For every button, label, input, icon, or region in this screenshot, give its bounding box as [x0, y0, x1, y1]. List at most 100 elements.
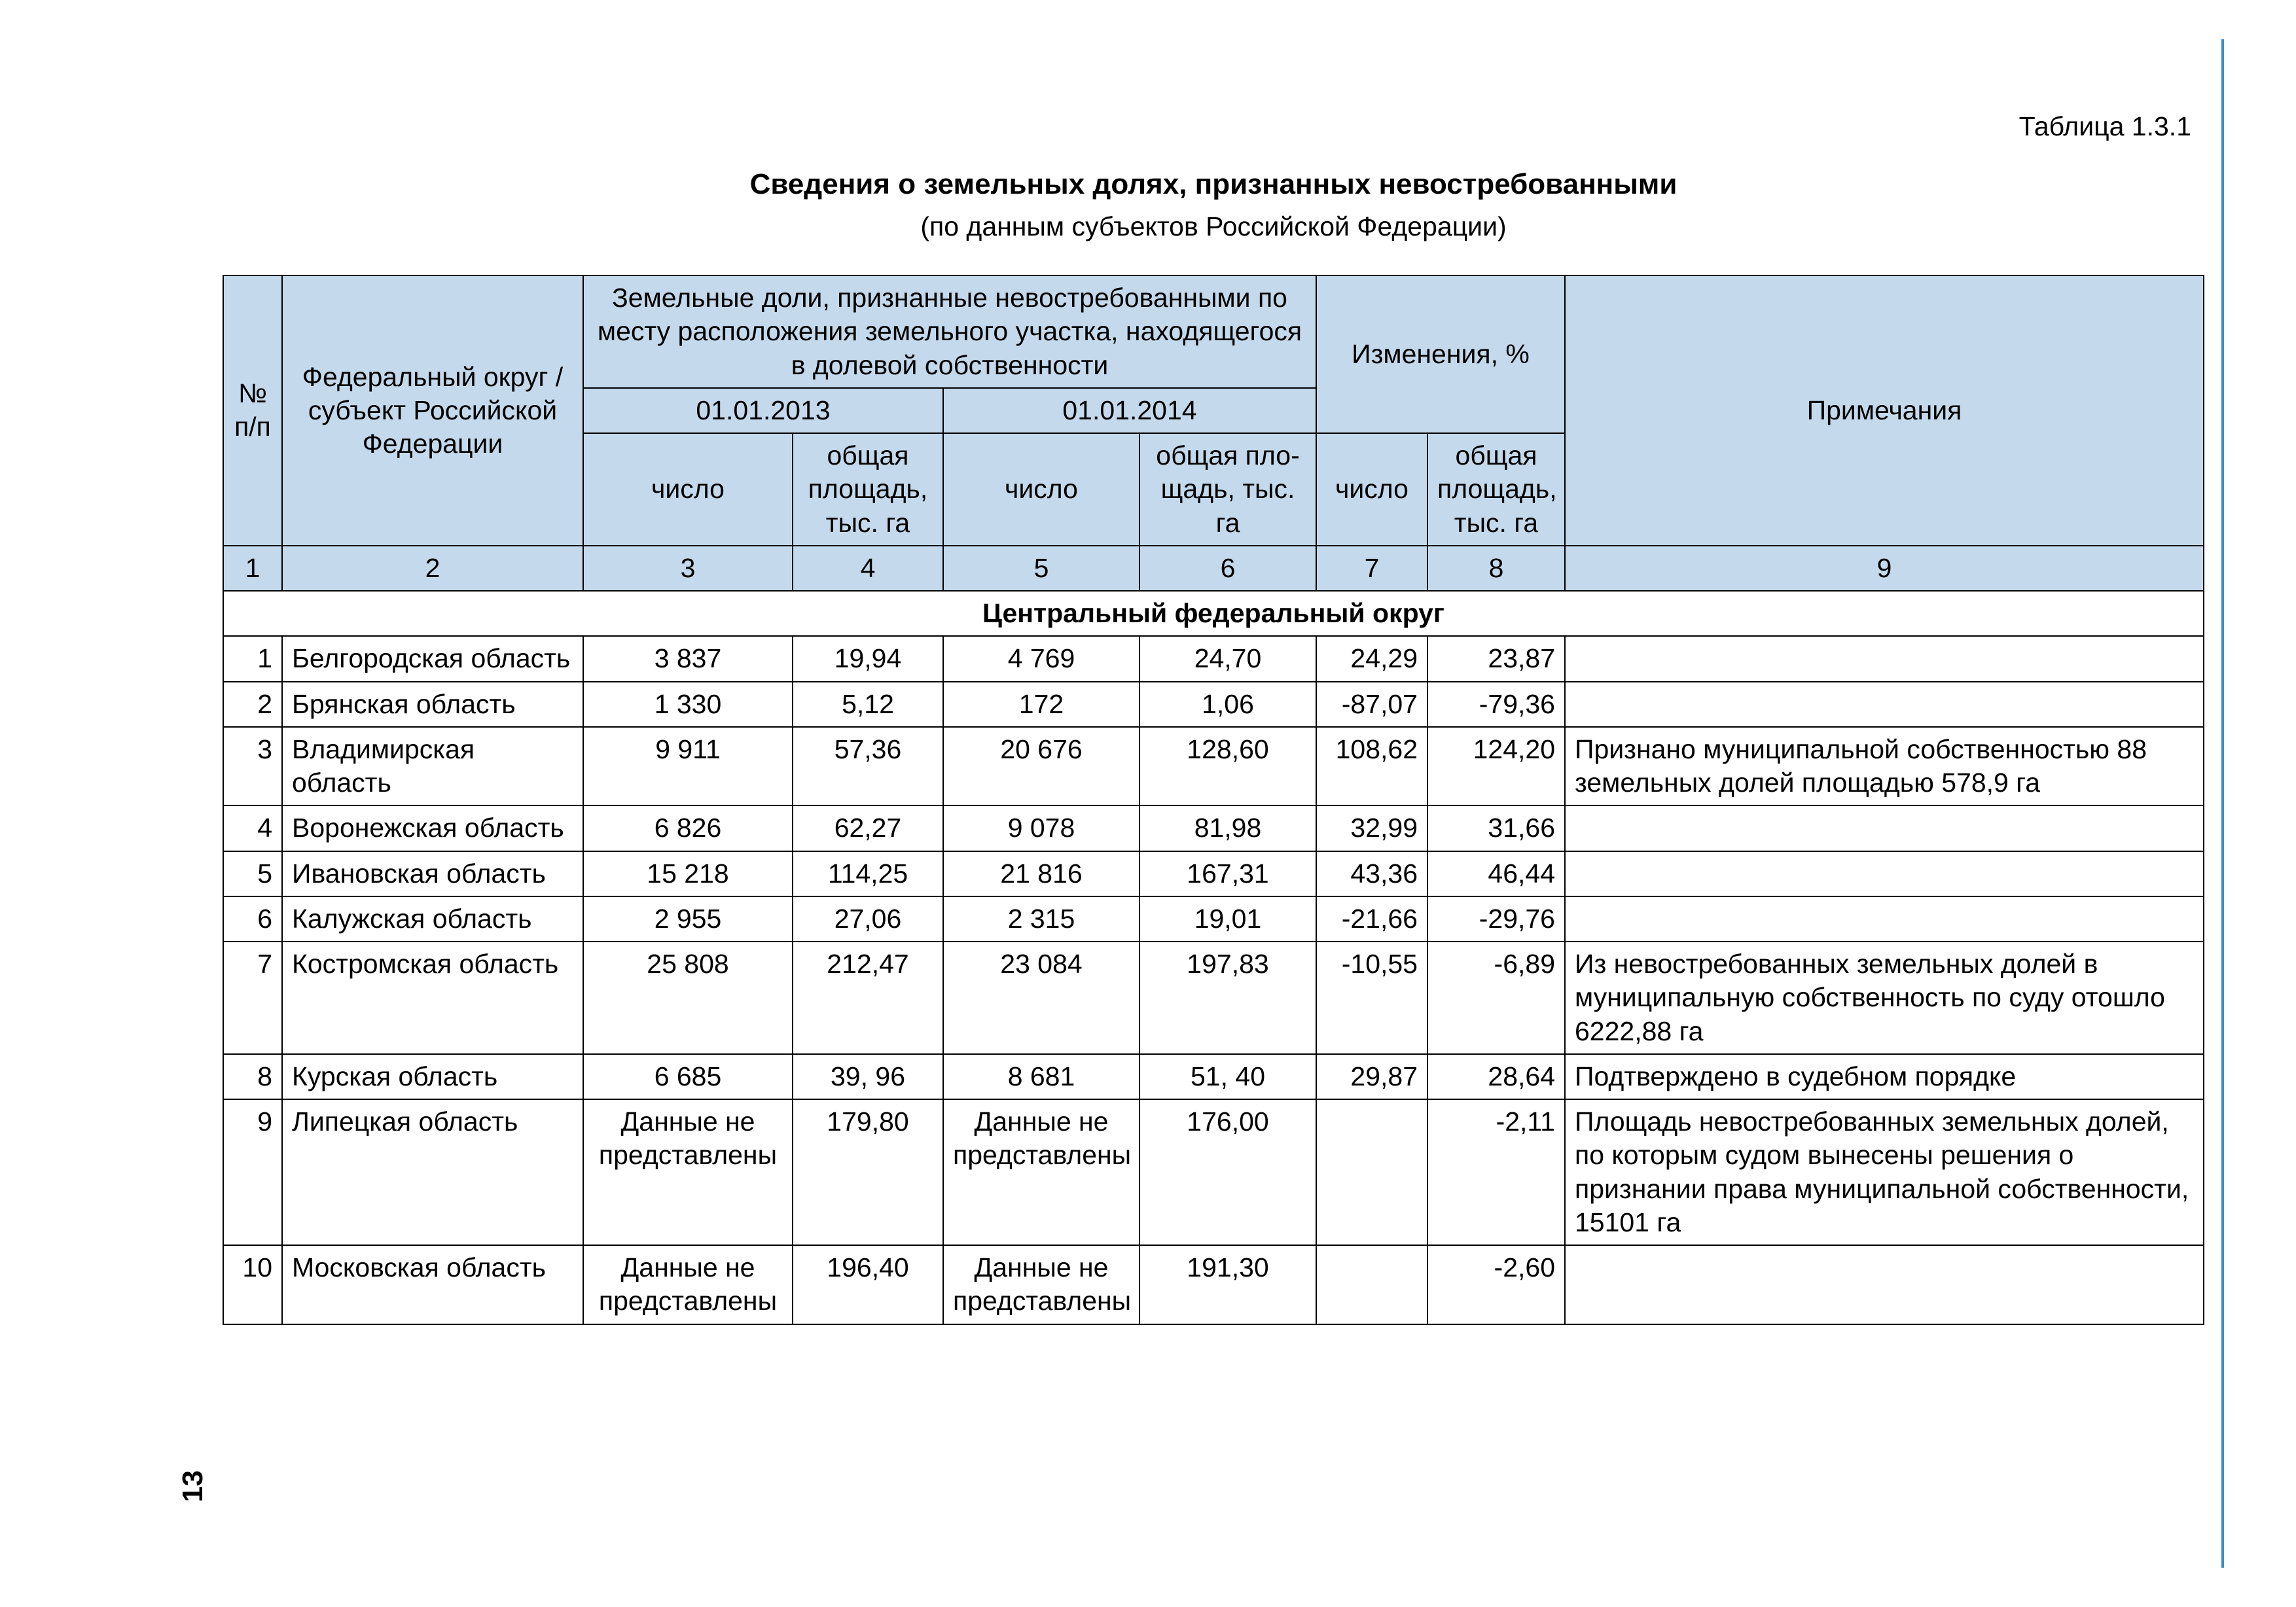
cell-note: Площадь невостребованных земельных долей… — [1565, 1099, 2204, 1245]
cell-2013-count: 2 955 — [583, 896, 793, 942]
cell-note — [1565, 1245, 2204, 1324]
table-row: 10Московская областьДанные не представле… — [223, 1245, 2204, 1324]
cell-2013-area: 5,12 — [793, 682, 943, 727]
cell-chg-count: -87,07 — [1316, 682, 1427, 727]
hdr-notes: Примечания — [1565, 275, 2204, 546]
cell-region: Московская область — [282, 1245, 583, 1324]
table-row: 7Костромская область25 808212,4723 08419… — [223, 942, 2204, 1054]
cell-region: Белгородская область — [282, 636, 583, 681]
hdr-date-2013: 01.01.2013 — [583, 388, 943, 433]
cell-2014-count: 21 816 — [943, 851, 1139, 896]
colnum-7: 7 — [1316, 546, 1427, 591]
page: Таблица 1.3.1 Сведения о земельных долях… — [0, 0, 2296, 1607]
hdr-region: Федеральный округ / субъект Российской Ф… — [282, 275, 583, 546]
colnum-5: 5 — [943, 546, 1139, 591]
page-number: 13 — [177, 1470, 209, 1502]
cell-2014-count: 9 078 — [943, 805, 1139, 851]
table-row: 2Брянская область1 3305,121721,06-87,07-… — [223, 682, 2204, 727]
hdr-no: № п/п — [223, 275, 282, 546]
cell-no: 10 — [223, 1245, 282, 1324]
cell-2013-count: Данные не представлены — [583, 1245, 793, 1324]
cell-2014-area: 19,01 — [1139, 896, 1316, 942]
section-row: Центральный федеральный округ — [223, 591, 2204, 636]
cell-note: Признано муниципальной собственностью 88… — [1565, 727, 2204, 806]
cell-chg-count: 43,36 — [1316, 851, 1427, 896]
hdr-2013-count: число — [583, 433, 793, 546]
colnum-6: 6 — [1139, 546, 1316, 591]
cell-chg-area: -29,76 — [1427, 896, 1565, 942]
hdr-2013-area: общая пло­щадь, тыс. га — [793, 433, 943, 546]
cell-chg-count: 32,99 — [1316, 805, 1427, 851]
cell-2013-count: 15 218 — [583, 851, 793, 896]
cell-chg-count: -10,55 — [1316, 942, 1427, 1054]
cell-chg-area: -2,60 — [1427, 1245, 1565, 1324]
cell-2014-count: 4 769 — [943, 636, 1139, 681]
data-table: № п/п Федеральный округ / субъект Россий… — [223, 275, 2204, 1325]
cell-note: Подтверждено в судебном порядке — [1565, 1054, 2204, 1099]
cell-2013-count: 1 330 — [583, 682, 793, 727]
cell-2013-count: 6 826 — [583, 805, 793, 851]
cell-no: 1 — [223, 636, 282, 681]
hdr-changes: Изменения, % — [1316, 275, 1565, 433]
cell-2014-area: 167,31 — [1139, 851, 1316, 896]
cell-2014-count: 172 — [943, 682, 1139, 727]
document-subtitle: (по данным субъектов Российской Федераци… — [223, 211, 2204, 242]
cell-chg-area: 23,87 — [1427, 636, 1565, 681]
cell-2014-count: 23 084 — [943, 942, 1139, 1054]
cell-2013-area: 114,25 — [793, 851, 943, 896]
cell-no: 4 — [223, 805, 282, 851]
cell-2014-area: 191,30 — [1139, 1245, 1316, 1324]
hdr-2014-count: число — [943, 433, 1139, 546]
cell-2013-area: 27,06 — [793, 896, 943, 942]
cell-chg-count — [1316, 1245, 1427, 1324]
hdr-chg-area: общая площадь, тыс. га — [1427, 433, 1565, 546]
cell-note: Из невостребованных зе­мельных долей в м… — [1565, 942, 2204, 1054]
column-number-row: 1 2 3 4 5 6 7 8 9 — [223, 546, 2204, 591]
cell-no: 5 — [223, 851, 282, 896]
hdr-shares-group: Земельные доли, признанные невостребован… — [583, 275, 1316, 388]
cell-chg-area: -79,36 — [1427, 682, 1565, 727]
hdr-chg-count: число — [1316, 433, 1427, 546]
cell-2014-count: Данные не представлены — [943, 1245, 1139, 1324]
cell-2014-area: 197,83 — [1139, 942, 1316, 1054]
cell-chg-area: 31,66 — [1427, 805, 1565, 851]
colnum-1: 1 — [223, 546, 282, 591]
cell-2013-count: 9 911 — [583, 727, 793, 806]
cell-2014-count: 20 676 — [943, 727, 1139, 806]
cell-region: Костромская область — [282, 942, 583, 1054]
section-title: Центральный федеральный округ — [223, 591, 2204, 636]
cell-chg-count: -21,66 — [1316, 896, 1427, 942]
cell-no: 6 — [223, 896, 282, 942]
cell-2013-area: 57,36 — [793, 727, 943, 806]
cell-2014-count: Данные не представлены — [943, 1099, 1139, 1245]
hdr-date-2014: 01.01.2014 — [943, 388, 1316, 433]
cell-2014-area: 176,00 — [1139, 1099, 1316, 1245]
cell-2013-area: 196,40 — [793, 1245, 943, 1324]
cell-2013-area: 19,94 — [793, 636, 943, 681]
cell-2014-count: 8 681 — [943, 1054, 1139, 1099]
table-row: 1Белгородская область3 83719,944 76924,7… — [223, 636, 2204, 681]
table-row: 8Курская область6 68539, 968 68151, 4029… — [223, 1054, 2204, 1099]
document-title: Сведения о земельных долях, признанных н… — [223, 168, 2204, 201]
cell-2014-area: 128,60 — [1139, 727, 1316, 806]
cell-2014-area: 81,98 — [1139, 805, 1316, 851]
cell-2013-count: 6 685 — [583, 1054, 793, 1099]
cell-2013-count: 3 837 — [583, 636, 793, 681]
cell-chg-count: 29,87 — [1316, 1054, 1427, 1099]
cell-2013-area: 39, 96 — [793, 1054, 943, 1099]
cell-chg-count — [1316, 1099, 1427, 1245]
colnum-8: 8 — [1427, 546, 1565, 591]
table-row: 6Калужская область2 95527,062 31519,01-2… — [223, 896, 2204, 942]
cell-chg-count: 24,29 — [1316, 636, 1427, 681]
cell-no: 3 — [223, 727, 282, 806]
cell-2014-count: 2 315 — [943, 896, 1139, 942]
cell-note — [1565, 682, 2204, 727]
cell-2014-area: 24,70 — [1139, 636, 1316, 681]
cell-note — [1565, 896, 2204, 942]
cell-region: Ивановская область — [282, 851, 583, 896]
table-header: № п/п Федеральный округ / субъект Россий… — [223, 275, 2204, 591]
cell-chg-area: -2,11 — [1427, 1099, 1565, 1245]
cell-chg-count: 108,62 — [1316, 727, 1427, 806]
cell-region: Липецкая область — [282, 1099, 583, 1245]
cell-chg-area: 46,44 — [1427, 851, 1565, 896]
